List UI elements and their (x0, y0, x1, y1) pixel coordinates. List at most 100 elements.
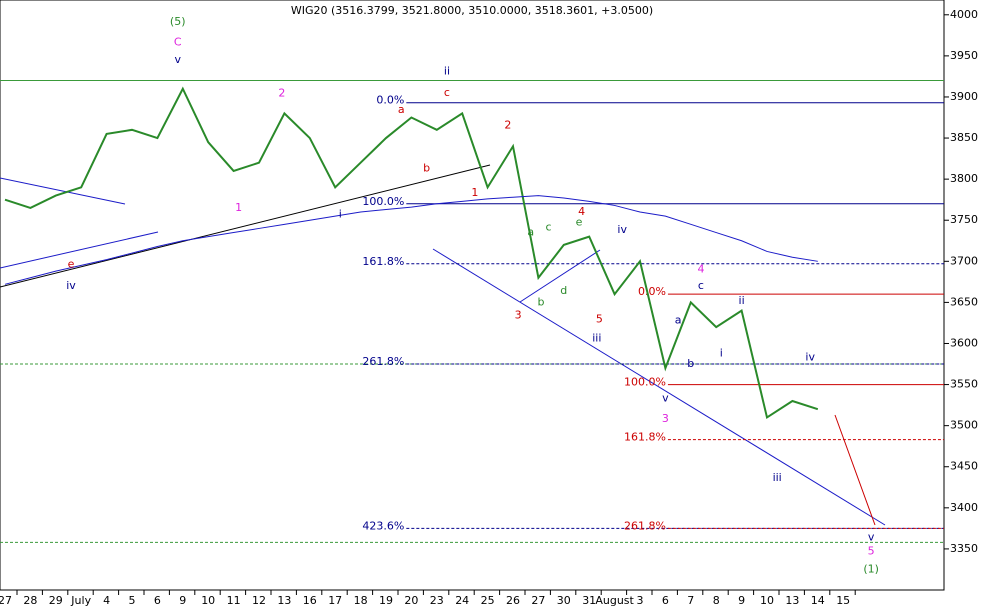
wave-label: 5 (596, 313, 603, 326)
x-tick-label: 23 (430, 594, 444, 607)
y-tick-label: 3400 (950, 501, 978, 514)
wave-label: 5 (868, 544, 875, 557)
projection-line (834, 414, 876, 526)
x-tick-label: 15 (836, 594, 850, 607)
trend-line (0, 164, 491, 288)
trend-line (519, 249, 601, 303)
x-tick-label: 10 (201, 594, 215, 607)
x-tick-label: 31 (582, 594, 596, 607)
x-tick-label: 27 (0, 594, 12, 607)
wave-label: c (444, 86, 450, 99)
x-tick-label: 6 (154, 594, 161, 607)
x-tick-label: 29 (49, 594, 63, 607)
chart-title: WIG20 (3516.3799, 3521.8000, 3510.0000, … (291, 4, 653, 17)
x-tick-label: 20 (404, 594, 418, 607)
x-tick-label: 4 (103, 594, 110, 607)
wave-label: b (423, 161, 430, 174)
x-tick-label: 11 (227, 594, 241, 607)
wave-label: 4 (578, 205, 585, 218)
level-label: 261.8% (362, 355, 404, 368)
wave-label: d (560, 284, 567, 297)
y-tick-label: 3550 (950, 378, 978, 391)
wave-label: a (675, 313, 682, 326)
wave-label: (5) (170, 15, 186, 28)
x-tick-label: August (595, 594, 634, 607)
y-tick-label: 3850 (950, 131, 978, 144)
x-tick-label: 14 (811, 594, 825, 607)
x-tick-label: 9 (179, 594, 186, 607)
x-tick-label: 8 (713, 594, 720, 607)
wave-label: a (398, 103, 405, 116)
wave-label: iv (805, 350, 815, 363)
x-tick-label: 27 (531, 594, 545, 607)
x-tick-label: 6 (662, 594, 669, 607)
wave-label: iv (617, 223, 627, 236)
trend-line (0, 177, 126, 205)
wave-label: C (174, 36, 182, 49)
wave-label: iii (592, 332, 601, 345)
trend-line (0, 231, 159, 269)
x-tick-label: 13 (785, 594, 799, 607)
wave-label: e (68, 258, 75, 271)
y-tick-label: 3500 (950, 419, 978, 432)
y-tick-label: 3700 (950, 254, 978, 267)
level-label: 100.0% (624, 376, 666, 389)
wave-label: 1 (471, 186, 478, 199)
level-label: 100.0% (362, 195, 404, 208)
wave-label: v (174, 53, 181, 66)
wave-label: c (698, 279, 704, 292)
y-tick-label: 3950 (950, 49, 978, 62)
y-tick-label: 3750 (950, 213, 978, 226)
x-tick-label: 18 (354, 594, 368, 607)
wave-label: a (527, 226, 534, 239)
level-label: 161.8% (624, 431, 666, 444)
wave-label: b (687, 357, 694, 370)
y-tick-label: 3900 (950, 90, 978, 103)
wave-label: v (662, 392, 669, 405)
level-label: 0.0% (376, 94, 404, 107)
level-label: 161.8% (362, 255, 404, 268)
wave-label: 1 (235, 201, 242, 214)
x-tick-label: 25 (481, 594, 495, 607)
price-line (4, 86, 819, 420)
trend-line (432, 248, 886, 526)
wave-label: iv (66, 279, 76, 292)
y-tick-label: 3800 (950, 172, 978, 185)
y-tick-label: 3600 (950, 336, 978, 349)
wave-label: 2 (504, 119, 511, 132)
wave-label: 3 (662, 412, 669, 425)
level-label: 261.8% (624, 519, 666, 532)
wave-label: ii (739, 294, 745, 307)
plot-frame (0, 0, 945, 591)
level-label: 0.0% (638, 285, 666, 298)
x-tick-label: 28 (23, 594, 37, 607)
y-tick-label: 3450 (950, 460, 978, 473)
x-tick-label: July (70, 594, 91, 607)
x-tick-label: 9 (738, 594, 745, 607)
wave-label: (1) (863, 562, 879, 575)
x-tick-label: 17 (328, 594, 342, 607)
x-tick-label: 30 (557, 594, 571, 607)
wave-label: 3 (515, 309, 522, 322)
wave-label: ii (444, 64, 450, 77)
x-tick-label: 10 (760, 594, 774, 607)
wave-label: 2 (278, 87, 285, 100)
wave-label: c (546, 221, 552, 234)
wave-label: iii (773, 471, 782, 484)
price-line (4, 195, 818, 285)
wave-label: 4 (697, 263, 704, 276)
x-tick-label: 5 (129, 594, 136, 607)
x-tick-label: 12 (252, 594, 266, 607)
x-tick-label: 13 (277, 594, 291, 607)
x-tick-label: 3 (637, 594, 644, 607)
y-tick-label: 3650 (950, 295, 978, 308)
y-tick-label: 3350 (950, 542, 978, 555)
x-tick-label: 16 (303, 594, 317, 607)
wave-label: v (868, 530, 875, 543)
wave-label: i (339, 207, 342, 220)
level-label: 423.6% (362, 519, 404, 532)
wave-label: i (720, 346, 723, 359)
x-tick-label: 19 (379, 594, 393, 607)
wave-label: e (576, 216, 583, 229)
